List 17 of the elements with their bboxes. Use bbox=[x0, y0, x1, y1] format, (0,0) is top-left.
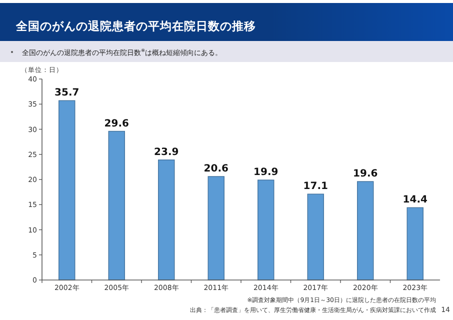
data-label: 35.7 bbox=[54, 88, 80, 99]
bar bbox=[58, 100, 76, 280]
data-label: 19.9 bbox=[254, 167, 278, 178]
bar bbox=[357, 181, 374, 280]
data-label: 17.1 bbox=[303, 181, 328, 192]
bar bbox=[258, 180, 274, 280]
data-label: 29.6 bbox=[104, 118, 129, 130]
chart-title: 全国のがんの退院患者の平均在院日数の推移 bbox=[15, 19, 256, 33]
bar bbox=[158, 160, 175, 280]
data-label: 19.6 bbox=[353, 168, 378, 180]
data-label: 20.6 bbox=[204, 163, 228, 174]
data-label: 14.4 bbox=[402, 194, 428, 206]
bar bbox=[307, 194, 324, 280]
bar bbox=[406, 207, 424, 280]
bar bbox=[208, 176, 224, 280]
bar bbox=[108, 130, 125, 280]
data-label: 23.9 bbox=[154, 146, 179, 158]
